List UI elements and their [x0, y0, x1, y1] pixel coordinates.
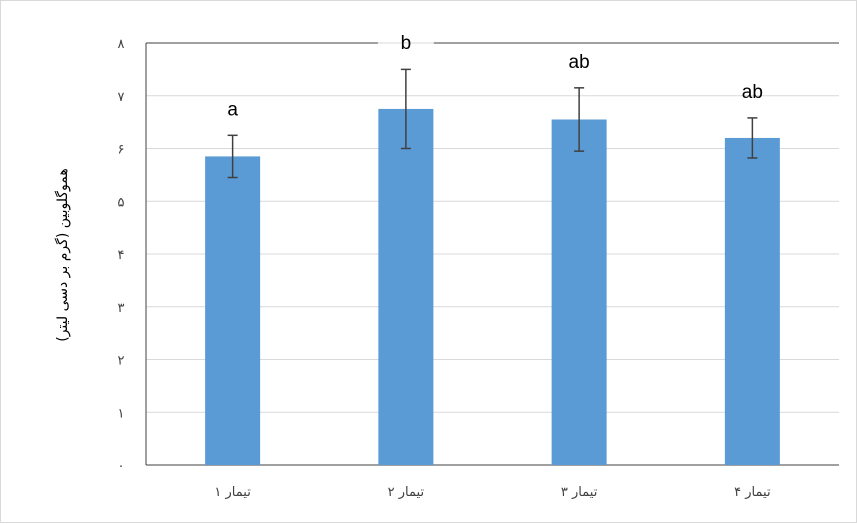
- x-category-label: تیمار ۴: [734, 485, 771, 500]
- bar: [378, 108, 434, 465]
- bar: [724, 137, 780, 465]
- significance-letter: ab: [569, 52, 590, 73]
- y-tick-label: ۰: [118, 459, 125, 474]
- x-category-label: تیمار ۳: [561, 485, 598, 500]
- bar: [205, 156, 261, 465]
- y-tick-label: ۲: [118, 354, 125, 369]
- y-tick-label: ۴: [118, 248, 125, 263]
- x-category-label: تیمار ۲: [388, 485, 425, 500]
- y-tick-label: ۱: [118, 406, 125, 421]
- x-category-label: تیمار ۱: [214, 485, 251, 500]
- significance-letter: a: [227, 99, 238, 120]
- bar: [551, 119, 607, 466]
- y-tick-label: ۶: [118, 143, 125, 158]
- y-tick-label: ۳: [118, 301, 125, 316]
- significance-letter: ab: [742, 82, 763, 103]
- y-tick-label: ۸: [118, 37, 125, 52]
- y-tick-label: ۷: [118, 90, 125, 105]
- significance-letter: b: [401, 33, 412, 54]
- y-axis-title: هموگلوبین (گرم بر دسی لیتر): [54, 168, 71, 342]
- y-tick-label: ۵: [118, 195, 125, 210]
